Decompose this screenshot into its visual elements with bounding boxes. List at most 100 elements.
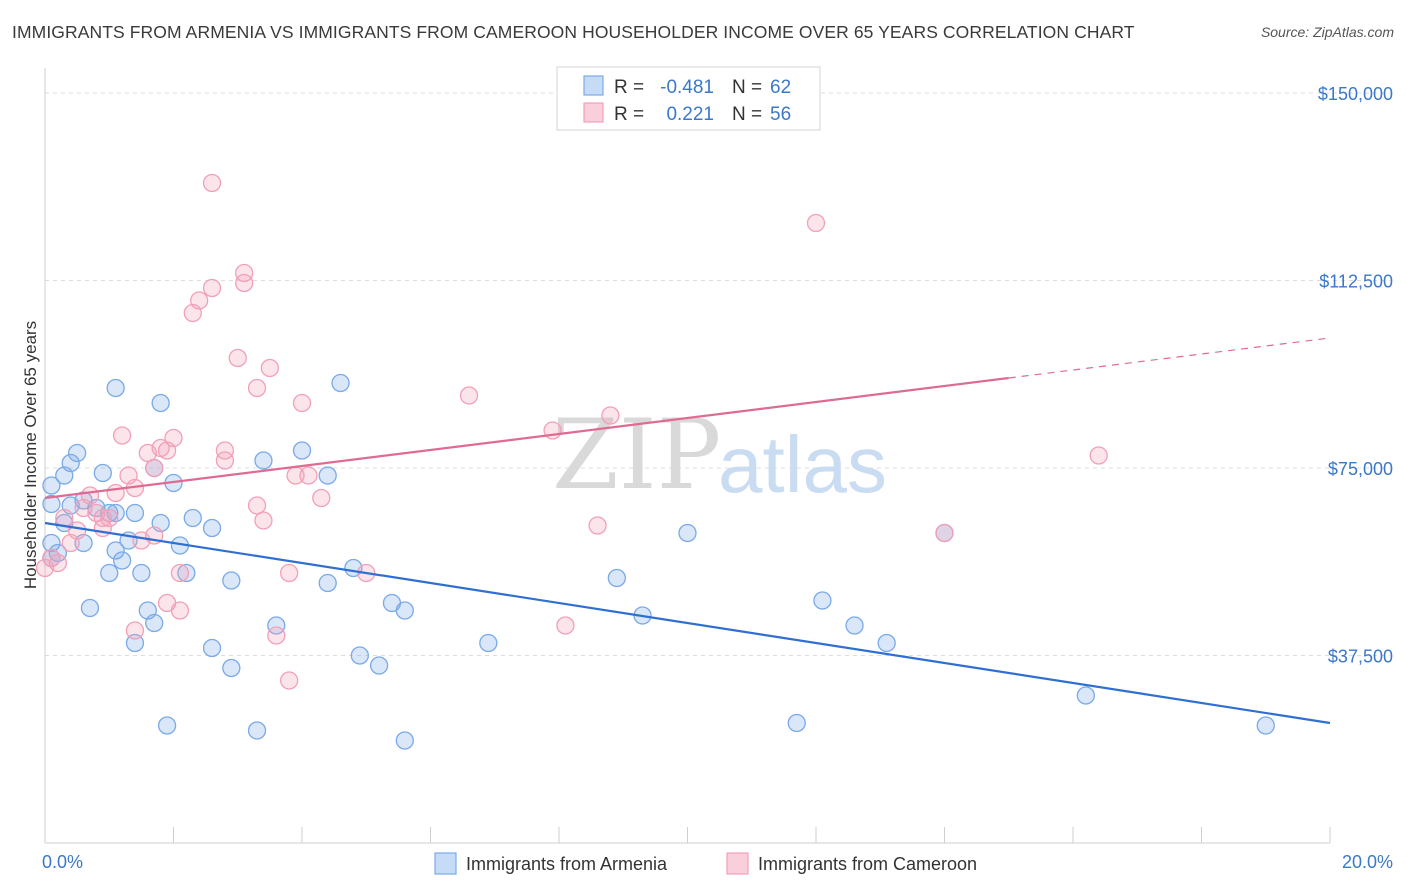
point-cameroon-3: [55, 508, 74, 528]
point-armenia-59: [877, 633, 896, 653]
point-armenia-8: [61, 453, 80, 473]
point-cameroon-31: [215, 441, 235, 460]
point-armenia-41: [267, 616, 286, 635]
watermark-atlas: atlas: [718, 420, 887, 509]
point-armenia-33: [177, 563, 196, 583]
point-armenia-20: [112, 551, 132, 570]
point-armenia-44: [318, 466, 337, 485]
point-cameroon-26: [170, 563, 190, 583]
point-cameroon-39: [260, 358, 280, 378]
point-armenia-19: [106, 541, 125, 560]
point-cameroon-5: [67, 521, 87, 540]
x-tick-labels: 0.0% 20.0%: [42, 852, 1393, 872]
y-tick-label-0: $37,500: [1328, 647, 1393, 667]
point-cameroon-42: [279, 671, 299, 690]
point-armenia-37: [222, 658, 241, 678]
point-cameroon-46: [312, 488, 331, 508]
y-tick-labels: $37,500 $75,000 $112,500 $150,000: [1318, 84, 1393, 667]
legend-r-label-cameroon: R =: [614, 104, 644, 125]
legend-r-label-armenia: R =: [614, 77, 644, 98]
trend-line-armenia: [44, 521, 1331, 725]
point-armenia-43: [318, 573, 337, 593]
trend-lines: [44, 337, 1331, 725]
point-armenia-1: [42, 494, 61, 514]
point-armenia-52: [479, 633, 498, 653]
point-armenia-35: [202, 638, 222, 658]
point-cameroon-45: [299, 466, 318, 485]
point-cameroon-40: [267, 626, 286, 645]
legend-n-value-armenia: 62: [770, 77, 791, 98]
point-armenia-39: [247, 721, 267, 740]
legend-n-label-cameroon: N =: [732, 104, 762, 125]
point-cameroon-24: [164, 428, 183, 448]
point-armenia-36: [202, 518, 222, 538]
bottom-legend-label-armenia: Immigrants from Armenia: [466, 854, 668, 874]
source-credit: Source: ZipAtlas.com: [1260, 24, 1394, 40]
point-cameroon-48: [459, 386, 479, 405]
point-armenia-40: [254, 451, 273, 470]
legend-r-value-armenia: -0.481: [660, 77, 714, 98]
y-axis-label: Householder Income Over 65 years: [21, 321, 40, 589]
point-cameroon-51: [588, 516, 607, 535]
point-armenia-2: [42, 533, 61, 553]
point-armenia-24: [132, 563, 151, 583]
grid-lines: [45, 92, 1390, 656]
series-cameroon-points: [35, 173, 1108, 690]
point-cameroon-44: [292, 393, 312, 413]
trend-line-cameroon: [44, 376, 1009, 500]
point-cameroon-35: [235, 273, 254, 293]
point-armenia-55: [678, 523, 697, 543]
point-armenia-42: [292, 441, 312, 460]
point-armenia-30: [157, 716, 177, 735]
point-cameroon-29: [202, 173, 222, 193]
point-cameroon-34: [235, 263, 254, 283]
point-cameroon-28: [190, 291, 209, 310]
point-cameroon-55: [1089, 446, 1108, 465]
point-cameroon-52: [601, 406, 620, 425]
point-cameroon-30: [202, 278, 222, 298]
correlation-legend: R = -0.481 N = 62 R = 0.221 N = 56: [556, 66, 821, 131]
y-tick-label-2: $112,500: [1319, 272, 1393, 292]
point-cameroon-13: [112, 426, 132, 445]
point-armenia-62: [1256, 716, 1275, 735]
legend-swatch-armenia: [583, 75, 604, 96]
point-armenia-47: [350, 646, 369, 665]
point-armenia-9: [67, 443, 87, 463]
point-armenia-12: [80, 598, 100, 618]
point-cameroon-50: [556, 616, 575, 635]
point-armenia-57: [813, 591, 832, 610]
legend-r-value-cameroon: 0.221: [666, 104, 714, 125]
y-tick-label-3: $150,000: [1318, 84, 1393, 104]
point-armenia-14: [93, 463, 112, 483]
point-cameroon-41: [279, 563, 299, 583]
axes: [44, 68, 1331, 844]
point-cameroon-25: [170, 601, 190, 620]
point-armenia-17: [100, 563, 119, 583]
legend-swatch-cameroon: [583, 102, 604, 123]
legend-n-label-armenia: N =: [732, 77, 762, 98]
point-armenia-26: [145, 613, 164, 633]
point-cameroon-36: [247, 378, 267, 398]
point-armenia-0: [42, 476, 61, 495]
series-legend: Immigrants from Armenia Immigrants from …: [434, 852, 977, 875]
point-armenia-61: [1076, 686, 1095, 705]
point-cameroon-7: [80, 486, 100, 505]
chart-title: IMMIGRANTS FROM ARMENIA VS IMMIGRANTS FR…: [12, 22, 1135, 42]
point-cameroon-10: [93, 508, 112, 528]
point-cameroon-11: [100, 508, 119, 528]
point-armenia-50: [395, 601, 414, 620]
point-armenia-56: [787, 713, 806, 733]
legend-n-value-cameroon: 56: [770, 104, 791, 125]
trend-line-cameroon-extension: [1008, 337, 1331, 379]
point-cameroon-12: [106, 483, 125, 503]
point-armenia-16: [106, 378, 125, 398]
point-armenia-23: [125, 503, 145, 523]
bottom-legend-swatch-cameroon: [726, 852, 749, 875]
point-cameroon-33: [228, 348, 247, 368]
point-armenia-48: [369, 656, 389, 675]
x-tick-label-0: 0.0%: [42, 852, 83, 872]
x-tick-label-1: 20.0%: [1342, 852, 1393, 872]
point-armenia-34: [183, 508, 202, 528]
point-armenia-22: [125, 633, 145, 653]
